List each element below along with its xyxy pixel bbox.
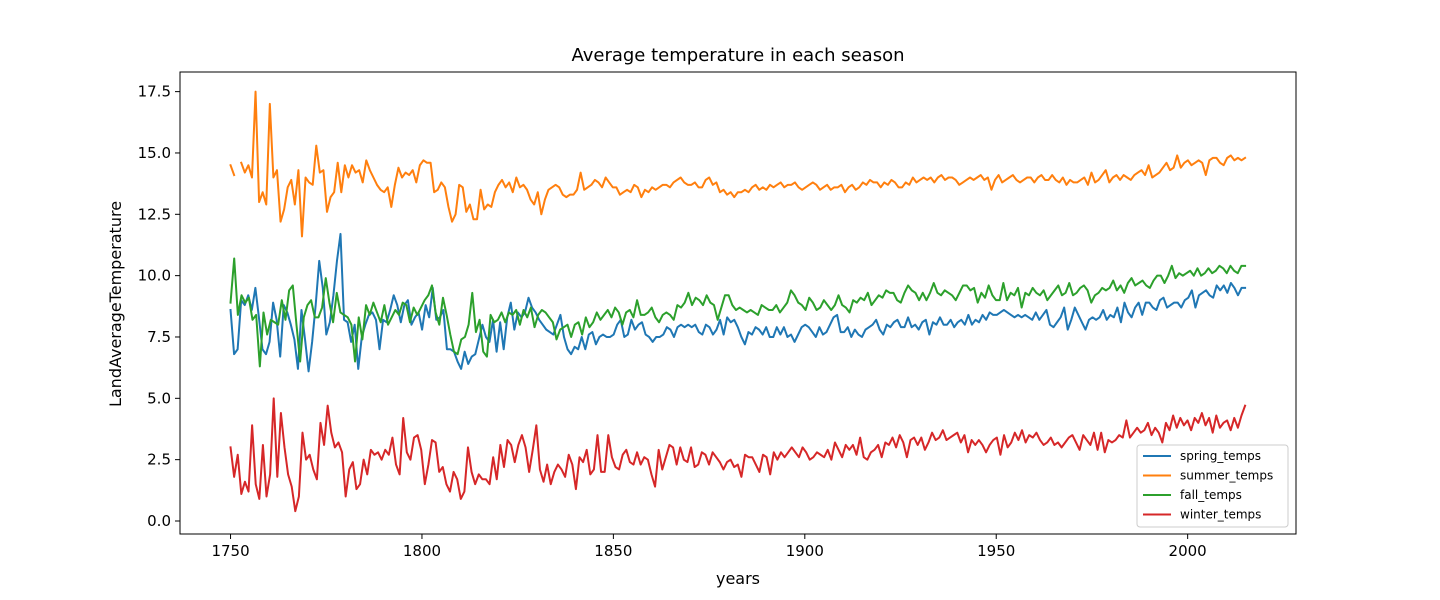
legend: spring_temps summer_temps fall_tempswinter…	[1136, 444, 1289, 528]
y-tick-label: 2.5	[147, 451, 171, 469]
y-axis: 0.0 2.5 5.0 7.5 10.0 12.5 15.0 17.5	[138, 83, 180, 530]
series-line-summer-temps	[229, 90, 1247, 238]
y-axis-label: LandAverageTemperature	[106, 201, 125, 407]
series-line-fall-temps	[229, 257, 1247, 368]
y-tick-label: 15.0	[138, 144, 171, 162]
legend-label: spring_temps	[1180, 449, 1261, 463]
plot-frame	[179, 71, 1297, 535]
legend-label: summer_temps	[1180, 469, 1273, 483]
x-tick-label: 1750	[211, 542, 249, 560]
series-line-winter-temps	[229, 397, 1247, 513]
y-tick-label: 17.5	[138, 83, 171, 101]
x-tick-label: 2000	[1169, 542, 1207, 560]
y-tick-label: 0.0	[147, 512, 171, 530]
series-line-spring-temps	[229, 232, 1247, 373]
y-tick-label: 12.5	[138, 205, 171, 223]
x-tick-label: 1850	[594, 542, 632, 560]
series-layer	[229, 90, 1247, 513]
y-tick-label: 5.0	[147, 389, 171, 407]
x-tick-label: 1800	[403, 542, 441, 560]
legend-box	[1136, 444, 1289, 528]
legend-label: winter_temps	[1180, 508, 1261, 522]
x-axis-label: years	[716, 569, 760, 588]
plot-area	[229, 90, 1247, 513]
chart-title: Average temperature in each season	[571, 45, 904, 66]
x-axis: 1750 1800 1850 1900 1950 2000	[211, 534, 1207, 560]
y-tick-label: 7.5	[147, 328, 171, 346]
y-tick-label: 10.0	[138, 267, 171, 285]
legend-label: fall_temps	[1180, 488, 1242, 502]
x-tick-label: 1950	[977, 542, 1015, 560]
x-tick-label: 1900	[786, 542, 824, 560]
